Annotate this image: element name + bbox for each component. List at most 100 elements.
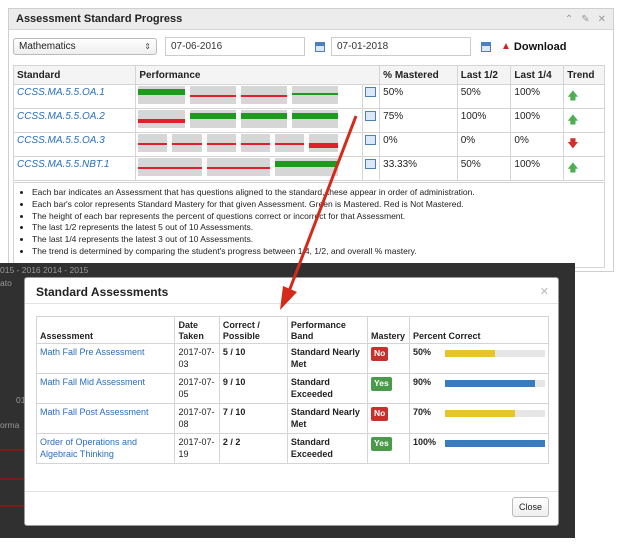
mastery-badge: Yes	[371, 437, 392, 451]
assessment-standard-progress-panel: Assessment Standard Progress ⌃ ✎ ✕ Mathe…	[8, 8, 614, 272]
backdrop-bar	[0, 449, 24, 451]
col-date-taken: Date Taken	[174, 316, 220, 344]
col-mastered: % Mastered	[379, 65, 458, 85]
download-button[interactable]: ▲ Download	[501, 41, 566, 53]
details-icon[interactable]	[365, 135, 377, 145]
pencil-icon[interactable]: ✎	[581, 13, 590, 25]
last-half-cell: 0%	[456, 132, 512, 157]
percent-bar	[445, 349, 545, 357]
end-date-value: 07-01-2018	[337, 41, 389, 52]
backdrop-bar	[0, 505, 24, 507]
not-mastered-bar[interactable]	[206, 143, 236, 145]
standard-link[interactable]: CCSS.MA.5.5.NBT.1	[17, 159, 110, 170]
notes-list: Each bar indicates an Assessment that ha…	[22, 187, 604, 258]
not-mastered-bar[interactable]	[138, 143, 168, 145]
performance-band-cell: Standard Exceeded	[286, 433, 369, 464]
not-mastered-bar[interactable]	[240, 95, 288, 97]
mastery-badge: No	[371, 407, 389, 421]
not-mastered-bar[interactable]	[274, 143, 305, 145]
backdrop-fragment: ato	[0, 278, 12, 288]
filter-controls: Mathematics ⇕ 07-06-2016 07-01-2018 ▲ Do…	[13, 37, 566, 56]
percent-bar-fill	[445, 439, 545, 447]
close-icon[interactable]: ✕	[539, 286, 549, 298]
subject-select[interactable]: Mathematics ⇕	[13, 38, 157, 55]
col-trend: Trend	[563, 65, 605, 85]
mastery-cell: Yes	[367, 433, 410, 464]
assessment-link[interactable]: Math Fall Mid Assessment	[40, 377, 146, 387]
col-standard: Standard	[12, 65, 137, 85]
note-item: The last 1/4 represents the latest 3 out…	[32, 234, 604, 246]
percent-correct: 70%	[413, 407, 545, 419]
download-label: Download	[513, 40, 567, 53]
not-mastered-bar[interactable]	[309, 143, 339, 148]
performance-bars	[138, 158, 360, 178]
percent-correct-cell: 50%	[409, 343, 549, 374]
trend-down-arrow-icon: 🡇	[567, 138, 579, 150]
calendar-icon[interactable]	[481, 41, 491, 52]
not-mastered-bar[interactable]	[138, 119, 185, 123]
chevron-up-icon[interactable]: ⌃	[564, 13, 574, 25]
trend-cell: 🡅	[563, 156, 605, 181]
percent-bar-fill	[445, 379, 535, 387]
assessment-link[interactable]: Math Fall Pre Assessment	[40, 347, 145, 357]
details-icon[interactable]	[365, 87, 377, 97]
mastered-bar[interactable]	[292, 93, 339, 95]
last-quarter-cell: 100%	[510, 84, 565, 109]
standard-cell: CCSS.MA.5.5.OA.3	[12, 132, 137, 157]
col-assessment: Assessment	[35, 316, 176, 344]
details-cell	[362, 132, 381, 157]
not-mastered-bar[interactable]	[172, 143, 202, 145]
end-date-input[interactable]: 07-01-2018	[331, 37, 471, 56]
trend-up-arrow-icon: 🡅	[567, 90, 579, 102]
note-item: The last 1/2 represents the latest 5 out…	[32, 222, 604, 234]
col-last-quarter: Last 1/4	[510, 65, 565, 85]
close-icon[interactable]: ✕	[597, 13, 606, 25]
close-button[interactable]: Close	[512, 497, 549, 517]
standard-row: CCSS.MA.5.5.NBT.1 33.33% 50% 100% 🡅	[12, 156, 605, 181]
mastered-cell: 0%	[379, 132, 458, 157]
assessment-link[interactable]: Math Fall Post Assessment	[40, 407, 149, 417]
start-date-input[interactable]: 07-06-2016	[165, 37, 305, 56]
not-mastered-bar[interactable]	[206, 167, 270, 169]
standards-header-row: Standard Performance % Mastered Last 1/2…	[12, 65, 605, 85]
percent-correct: 90%	[413, 377, 545, 389]
assessment-row: Math Fall Pre Assessment 2017-07-03 5 / 10…	[35, 343, 549, 374]
calendar-icon[interactable]	[315, 41, 325, 52]
not-mastered-bar[interactable]	[240, 143, 270, 145]
col-performance-band: Performance Band	[286, 316, 369, 344]
mastery-cell: Yes	[367, 373, 410, 404]
col-last-half: Last 1/2	[456, 65, 512, 85]
percent-bar-fill	[445, 349, 495, 357]
last-half-cell: 50%	[456, 156, 512, 181]
assessment-cell: Order of Operations and Algebraic Thinki…	[35, 433, 176, 464]
col-performance: Performance	[135, 65, 381, 85]
mastered-bar[interactable]	[240, 113, 288, 119]
mastered-cell: 75%	[379, 108, 458, 133]
percent-correct: 50%	[413, 347, 545, 359]
percent-label: 90%	[413, 377, 432, 387]
percent-label: 100%	[413, 437, 437, 447]
mastered-bar[interactable]	[138, 89, 185, 95]
details-icon[interactable]	[365, 111, 377, 121]
standards-table-body: CCSS.MA.5.5.OA.1 50% 50% 100% 🡅 CCSS.MA.5.5.O…	[12, 84, 605, 181]
date-taken-cell: 2017-07-19	[174, 433, 220, 464]
trend-cell: 🡅	[563, 84, 605, 109]
mastered-bar[interactable]	[292, 113, 339, 119]
backdrop-bar	[0, 478, 24, 480]
details-icon[interactable]	[365, 159, 377, 169]
assessment-row: Math Fall Mid Assessment 2017-07-05 9 / 10…	[35, 373, 549, 404]
standard-link[interactable]: CCSS.MA.5.5.OA.2	[17, 111, 105, 122]
mastery-badge: No	[371, 347, 389, 361]
assessment-link[interactable]: Order of Operations and Algebraic Thinki…	[40, 437, 138, 459]
not-mastered-bar[interactable]	[138, 167, 202, 169]
standard-link[interactable]: CCSS.MA.5.5.OA.3	[17, 135, 105, 146]
assessments-header-row: Assessment Date Taken Correct / Possible…	[35, 316, 549, 344]
last-half-cell: 50%	[456, 84, 512, 109]
mastered-bar[interactable]	[274, 161, 339, 167]
last-quarter-cell: 0%	[510, 132, 565, 157]
mastered-bar[interactable]	[189, 113, 236, 119]
standard-link[interactable]: CCSS.MA.5.5.OA.1	[17, 87, 105, 98]
not-mastered-bar[interactable]	[189, 95, 236, 97]
backdrop-years-text: 015 - 2016 2014 - 2015	[0, 265, 89, 275]
percent-label: 50%	[413, 347, 432, 357]
